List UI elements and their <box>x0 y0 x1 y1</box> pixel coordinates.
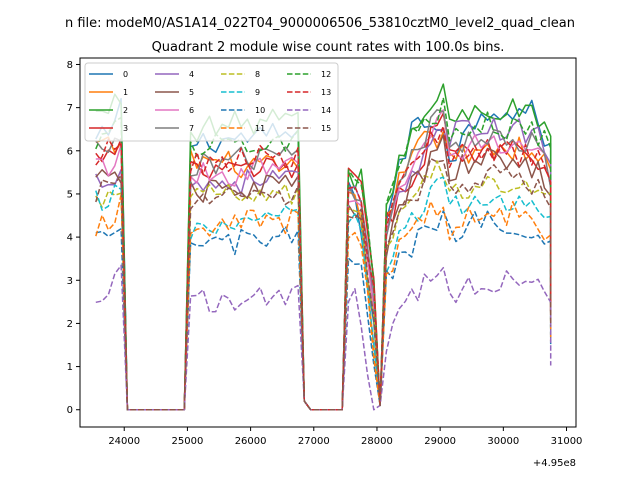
legend-label-13: 13 <box>321 88 331 97</box>
y-tick-label: 4 <box>67 233 73 244</box>
series-layer <box>95 83 552 411</box>
legend-label-3: 3 <box>123 124 128 133</box>
y-tick-label: 6 <box>67 146 73 157</box>
y-tick-label: 0 <box>67 405 73 416</box>
legend-label-15: 15 <box>321 124 331 133</box>
legend-label-4: 4 <box>189 70 194 79</box>
legend-frame <box>84 62 339 142</box>
legend-label-11: 11 <box>255 124 265 133</box>
legend-label-6: 6 <box>189 106 194 115</box>
y-tick-label: 5 <box>67 189 73 200</box>
legend-label-7: 7 <box>189 124 194 133</box>
legend-label-2: 2 <box>123 106 128 115</box>
x-tick-label: 26000 <box>235 436 267 447</box>
y-tick-label: 7 <box>67 103 73 114</box>
x-tick-label: 29000 <box>424 436 456 447</box>
y-tick-label: 3 <box>67 276 73 287</box>
legend-label-1: 1 <box>123 88 128 97</box>
legend-label-9: 9 <box>255 88 260 97</box>
legend-label-8: 8 <box>255 70 260 79</box>
x-tick-label: 28000 <box>361 436 393 447</box>
y-tick-label: 8 <box>67 60 73 71</box>
x-axis-offset-label: +4.95e8 <box>533 458 576 469</box>
axes-frame <box>79 57 577 428</box>
series-line-8 <box>95 160 552 411</box>
legend-label-12: 12 <box>321 70 331 79</box>
legend-label-14: 14 <box>321 106 331 115</box>
figure-suptitle: n file: modeM0/AS1A14_022T04_9000006506_… <box>65 16 575 31</box>
x-tick-label: 25000 <box>172 436 204 447</box>
y-tick-label: 2 <box>67 319 73 330</box>
x-tick-label: 30000 <box>487 436 519 447</box>
x-tick-label: 31000 <box>551 436 583 447</box>
x-tick-label: 24000 <box>108 436 140 447</box>
x-tick-label: 27000 <box>298 436 330 447</box>
legend-label-0: 0 <box>123 70 128 79</box>
x-axis: 24000 25000 26000 27000 28000 29000 30000 31000 <box>108 427 582 447</box>
y-tick-label: 1 <box>67 362 73 373</box>
legend-label-10: 10 <box>255 106 265 115</box>
y-axis: 0 1 2 3 4 5 6 7 8 <box>67 60 80 416</box>
axes-title: Quadrant 2 module wise count rates with … <box>152 40 505 55</box>
series-line-15 <box>95 157 552 411</box>
legend-label-5: 5 <box>189 88 194 97</box>
